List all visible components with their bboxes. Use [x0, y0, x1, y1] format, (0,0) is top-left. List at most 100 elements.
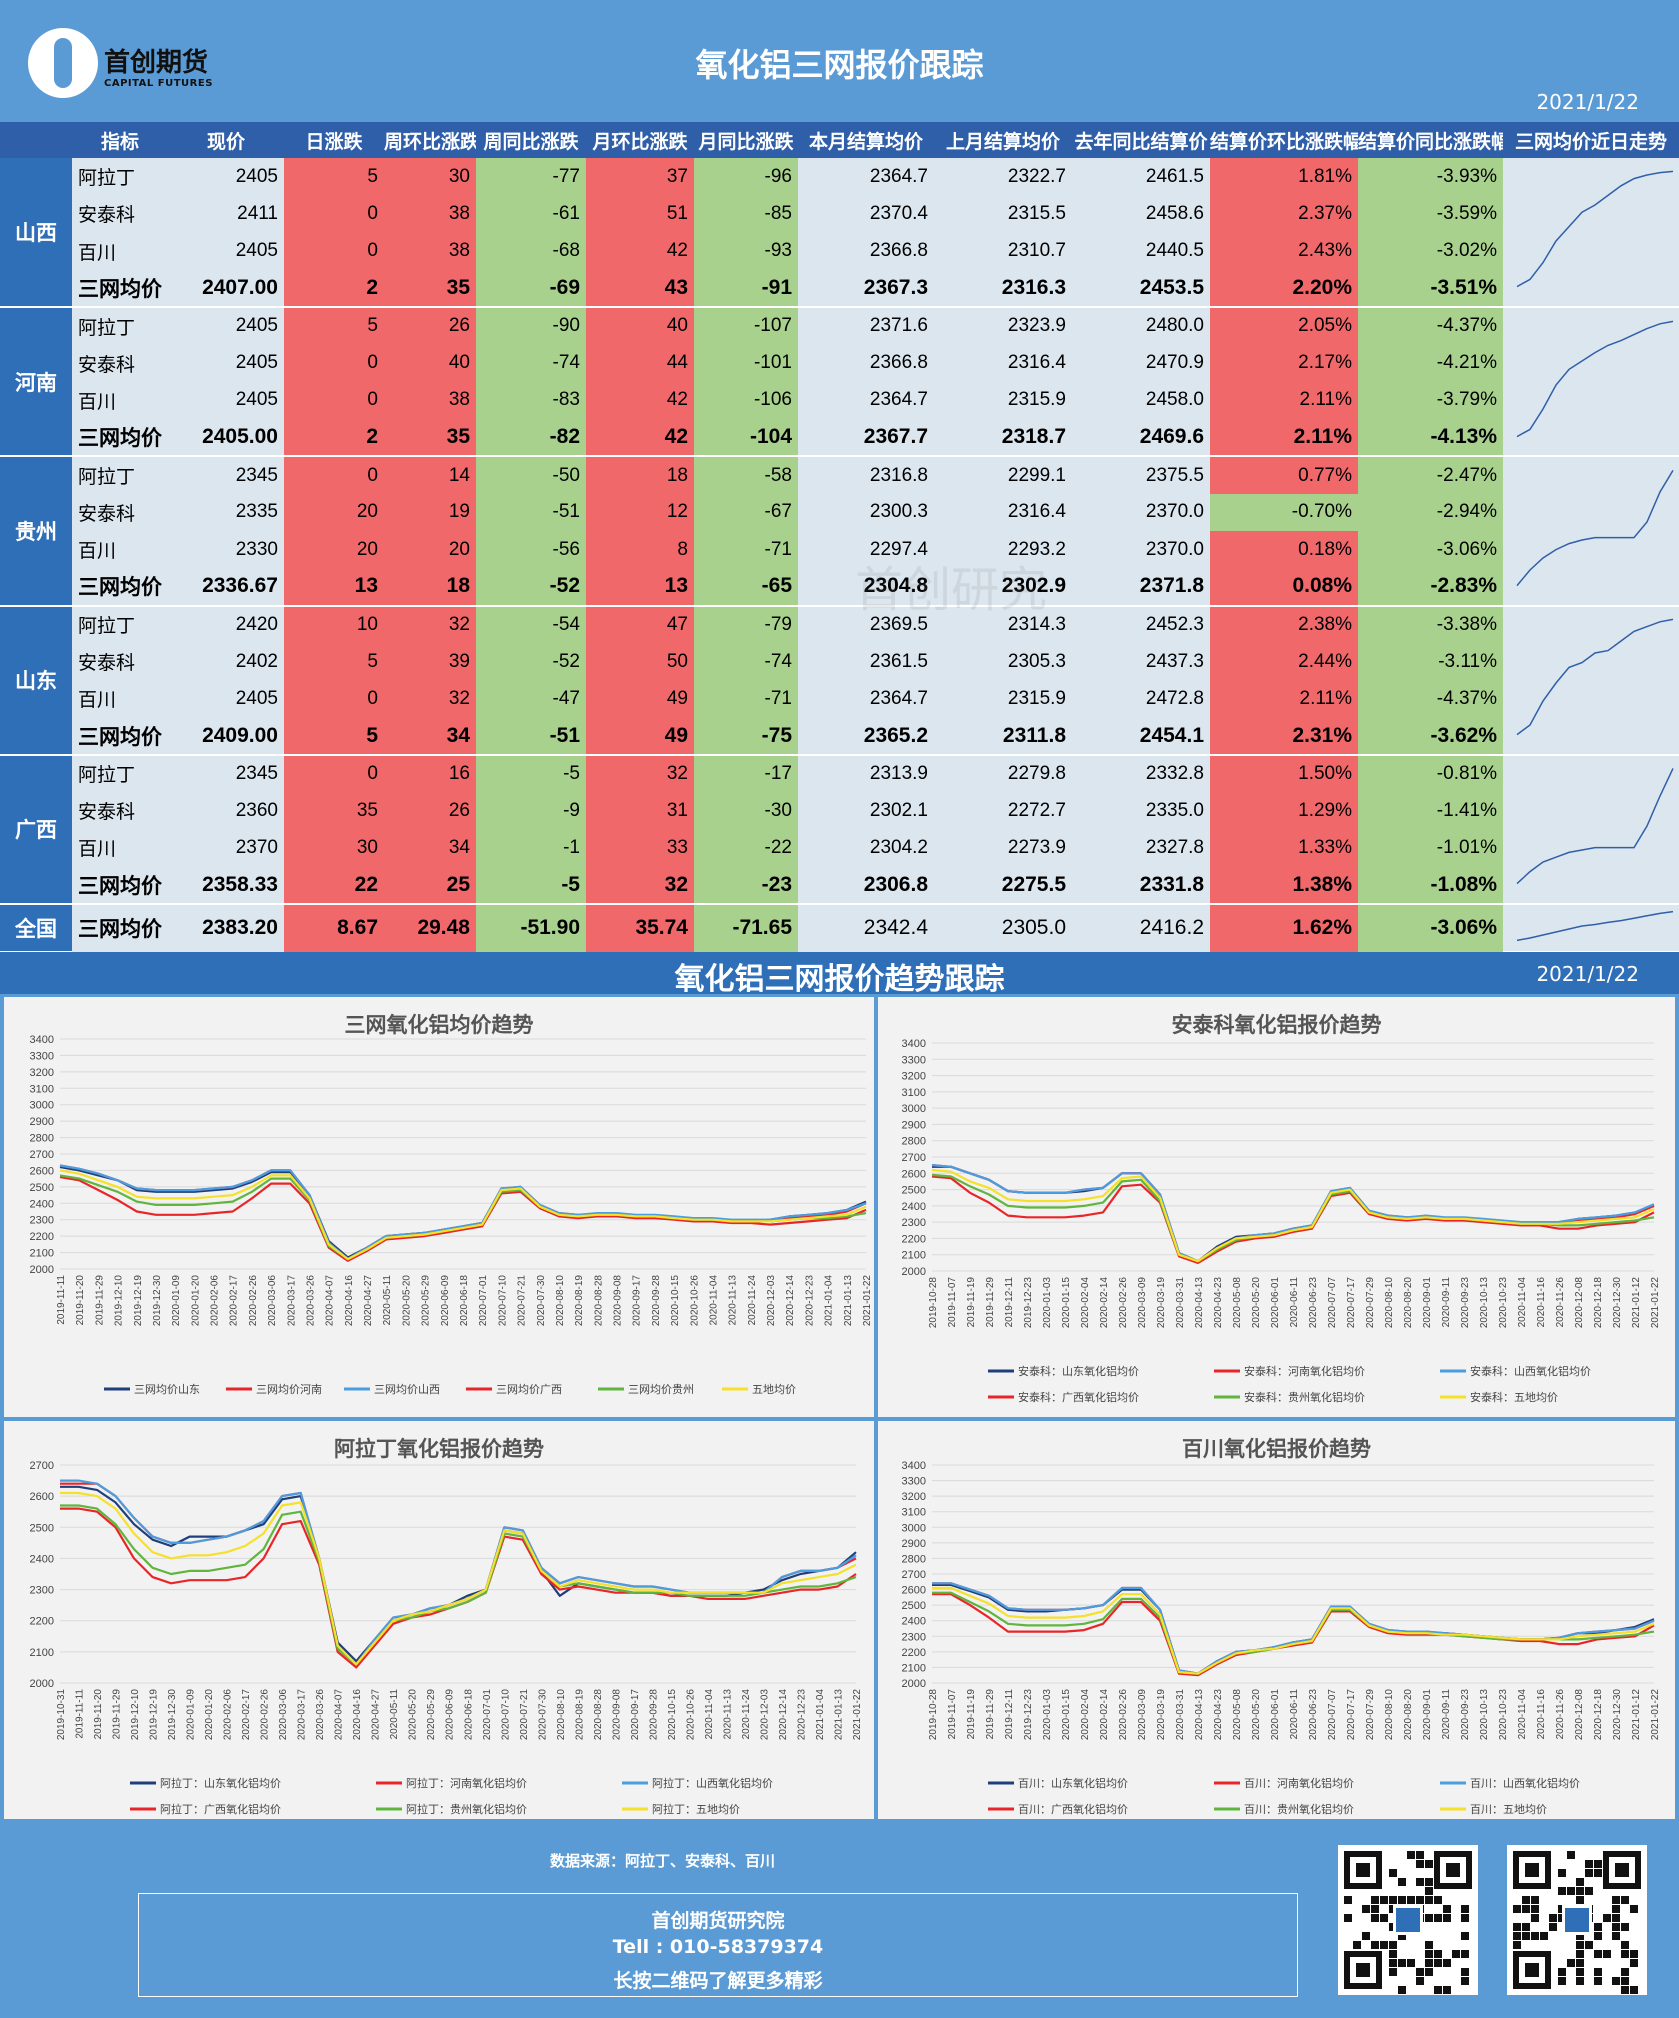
- x-tick-label: 2020-08-19: [574, 1689, 585, 1741]
- table-row: 河南 阿拉丁 2405 5 26 -90 40 -107 2371.6 2323.9 2480.0 2…: [0, 307, 1679, 458]
- qr-module: [1576, 1887, 1584, 1895]
- legend-label: 三网均价河南: [256, 1383, 322, 1396]
- x-tick-label: 2020-06-09: [440, 1275, 451, 1327]
- qr-module: [1567, 1851, 1575, 1859]
- qr-module: [1612, 1914, 1620, 1922]
- sparkline: [1516, 910, 1674, 942]
- sparkline-path: [1516, 320, 1674, 438]
- qr-module: [1513, 1923, 1521, 1931]
- qr-module: [1621, 1923, 1629, 1931]
- table-cell: 2316.4: [934, 344, 1072, 382]
- qr-code-right[interactable]: [1507, 1845, 1647, 1995]
- table-cell: -9: [476, 792, 586, 830]
- x-tick-label: 2020-03-09: [1137, 1689, 1148, 1741]
- table-cell: 2371.6: [798, 307, 934, 345]
- series-line-3: [932, 1593, 1655, 1677]
- qr-module: [1416, 1878, 1424, 1886]
- table-cell: 2305.3: [934, 642, 1072, 681]
- x-tick-label: 2020-03-09: [1137, 1277, 1148, 1329]
- x-tick-label: 2020-04-13: [1194, 1689, 1205, 1741]
- province-label: 全国: [0, 903, 72, 953]
- table-cell: 50: [586, 642, 694, 681]
- y-tick-label: 2200: [902, 1647, 926, 1659]
- x-tick-label: 2020-01-09: [186, 1689, 197, 1741]
- table-cell: 2.20%: [1210, 269, 1358, 309]
- x-tick-label: 2020-03-06: [278, 1689, 289, 1741]
- legend-label: 安泰科：山东氧化铝均价: [1018, 1364, 1139, 1378]
- x-tick-label: 2020-10-15: [667, 1689, 678, 1741]
- x-tick-label: 2020-08-28: [593, 1689, 604, 1741]
- series-line-2: [59, 1164, 867, 1261]
- x-tick-label: 2020-12-03: [766, 1275, 777, 1327]
- qr-finder-core: [1525, 1963, 1539, 1977]
- x-tick-label: 2020-01-09: [171, 1275, 182, 1327]
- x-tick-label: 2019-11-29: [112, 1689, 123, 1740]
- qr-module: [1558, 1977, 1566, 1985]
- table-row: 百川 2405 0 38 -68 42 -93 2366.8 2310.7 2440.5 2.43%…: [0, 232, 1679, 270]
- series-line-5: [60, 1491, 857, 1666]
- qr-module: [1425, 1914, 1433, 1922]
- table-cell: -2.94%: [1358, 493, 1503, 531]
- table-cell: 2364.7: [798, 381, 934, 420]
- table-cell: 2342.4: [798, 903, 934, 952]
- y-tick-label: 3300: [902, 1054, 926, 1066]
- x-tick-label: 2020-11-04: [708, 1275, 719, 1326]
- x-tick-label: 2020-09-17: [630, 1689, 641, 1741]
- contact-box: 首创期货研究院 Tell : 010-58379374 长按二维码了解更多精彩: [138, 1893, 1298, 1997]
- logo-subtext: CAPITAL FUTURES: [104, 78, 213, 89]
- table-cell: 40: [384, 344, 476, 382]
- table-cell: 32: [586, 866, 694, 905]
- qr-code-left[interactable]: [1338, 1845, 1478, 1995]
- x-tick-label: 2020-07-29: [1365, 1689, 1376, 1741]
- table-cell: 2472.8: [1072, 680, 1210, 718]
- table-cell: 2327.8: [1072, 829, 1210, 867]
- table-cell: 25: [384, 866, 476, 905]
- table-cell: 2318.7: [934, 419, 1072, 458]
- table-row: 安泰科 2402 5 39 -52 50 -74 2361.5 2305.3 2437.3 2.44…: [0, 642, 1679, 681]
- y-tick-label: 2500: [902, 1185, 926, 1197]
- table-cell: 1.29%: [1210, 792, 1358, 830]
- qr-module: [1513, 1941, 1521, 1949]
- row-name: 三网均价: [72, 269, 168, 309]
- x-tick-label: 2020-03-19: [1156, 1689, 1167, 1741]
- table-cell: 42: [586, 381, 694, 420]
- qr-module: [1380, 1896, 1388, 1904]
- x-tick-label: 2019-11-20: [93, 1689, 104, 1740]
- table-cell: 18: [384, 568, 476, 607]
- table-cell: 2461.5: [1072, 158, 1210, 196]
- y-tick-label: 2300: [30, 1215, 54, 1227]
- y-tick-label: 3300: [902, 1476, 926, 1488]
- qr-module: [1594, 1869, 1602, 1877]
- x-tick-label: 2020-02-26: [1118, 1277, 1129, 1329]
- qr-module: [1380, 1914, 1388, 1922]
- table-cell: 34: [384, 717, 476, 756]
- table-cell: 2358.33: [168, 866, 284, 905]
- x-tick-label: 2020-05-29: [421, 1275, 432, 1327]
- table-row: 贵州 阿拉丁 2345 0 14 -50 18 -58 2316.8 2299.1 2375.5 0.…: [0, 456, 1679, 607]
- sparkline: [1516, 618, 1674, 736]
- table-cell: 2323.9: [934, 307, 1072, 345]
- table-cell: -30: [694, 792, 798, 830]
- trend-cell: [1503, 456, 1679, 607]
- x-tick-label: 2020-02-04: [1080, 1689, 1091, 1741]
- qr-module: [1576, 1896, 1584, 1904]
- x-tick-label: 2020-04-27: [371, 1689, 382, 1741]
- x-tick-label: 2020-07-17: [1346, 1689, 1357, 1741]
- column-header: 结算价环比涨跌幅: [1210, 122, 1358, 158]
- table-cell: 2315.5: [934, 195, 1072, 233]
- qr-module: [1425, 1950, 1433, 1958]
- column-header: 结算价同比涨跌幅: [1358, 122, 1503, 158]
- table-cell: -3.93%: [1358, 158, 1503, 196]
- qr-module: [1416, 1968, 1424, 1976]
- table-cell: -67: [694, 493, 798, 531]
- table-cell: 2383.20: [168, 903, 284, 952]
- table-cell: 2366.8: [798, 344, 934, 382]
- x-tick-label: 2020-01-20: [204, 1689, 215, 1741]
- qr-module: [1425, 1860, 1433, 1868]
- x-tick-label: 2020-03-26: [315, 1689, 326, 1741]
- table-cell: 2316.3: [934, 269, 1072, 309]
- chart-baichuan: 百川氧化铝报价趋势 2000 2100 2200 2300 2400 2500 2600 27…: [878, 1421, 1675, 1819]
- chart-title: 安泰科氧化铝报价趋势: [1171, 1014, 1382, 1037]
- table-cell: 2405: [168, 381, 284, 420]
- table-cell: 2470.9: [1072, 344, 1210, 382]
